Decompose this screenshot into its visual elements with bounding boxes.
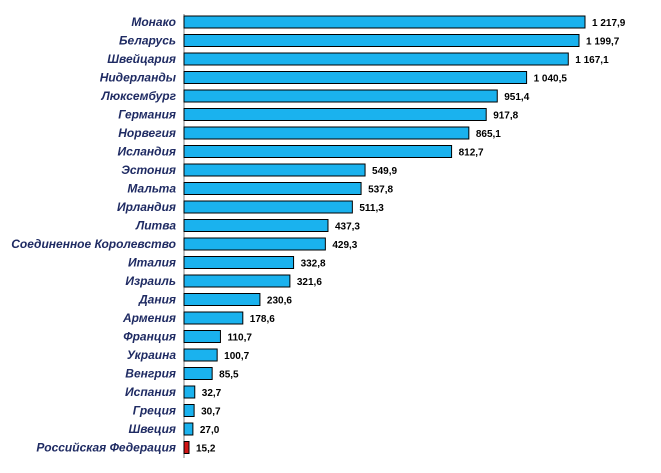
category-label: Исландия [117,145,176,159]
value-label: 178,6 [250,314,275,325]
category-label: Норвегия [118,126,176,140]
bar-литва [183,219,329,232]
category-label: Нидерланды [100,71,177,85]
category-label: Монако [131,15,176,29]
value-label: 1 199,7 [586,37,620,48]
value-label: 332,8 [301,259,326,270]
bar-эстония [183,163,366,177]
value-label: 429,3 [332,240,357,251]
bar-швейцария [183,52,569,66]
value-label: 100,7 [224,351,249,362]
value-labels: 1 217,9 1 199,7 1 167,1 1 040,5 951,4 917,8 86… [196,18,626,455]
category-label: Швейцария [107,52,176,66]
value-label: 1 167,1 [575,55,609,66]
bar-дания [183,293,261,306]
bar-венгрия [183,367,213,380]
bar-германия [183,108,487,121]
category-label: Греция [133,404,176,418]
value-label: 230,6 [267,296,292,307]
category-label: Венгрия [125,367,176,381]
bar-российская-федерация [183,441,190,454]
category-label: Италия [128,256,176,270]
bar-испания [183,385,196,399]
category-label: Российская Федерация [36,441,176,455]
value-label: 951,4 [504,92,529,103]
bar-италия [183,256,295,269]
bar-люксембург [183,89,498,103]
value-label: 110,7 [227,333,252,344]
value-label: 511,3 [359,203,384,214]
category-label: Испания [125,385,176,399]
category-labels: Монако Беларусь Швейцария Нидерланды Люксемб… [11,15,177,455]
bar-греция [183,404,195,417]
bar-украина [183,348,218,362]
category-label: Дания [138,293,176,307]
category-label: Германия [118,108,176,122]
bar-швеция [183,422,194,436]
category-label: Израиль [125,274,176,288]
value-label: 1 217,9 [592,18,626,29]
category-label: Беларусь [119,34,176,48]
value-label: 15,2 [196,444,216,455]
bar-исландия [183,145,453,158]
bar-монако [183,15,586,29]
bar-соединенное-королевство [183,237,326,251]
bars-layer [183,15,586,454]
value-label: 32,7 [202,388,222,399]
bar-армения [183,311,244,325]
category-label: Мальта [127,182,176,196]
value-label: 27,0 [200,425,220,436]
category-label: Эстония [121,163,176,177]
bar-ирландия [183,200,353,214]
bar-беларусь [183,34,580,47]
value-label: 321,6 [297,277,322,288]
bar-мальта [183,182,362,195]
bar-израиль [183,274,291,288]
value-label: 537,8 [368,185,393,196]
category-label: Франция [123,330,176,344]
category-label: Литва [135,219,176,233]
value-label: 85,5 [219,370,239,381]
value-label: 437,3 [335,222,360,233]
value-label: 1 040,5 [534,74,568,85]
bar-франция [183,330,221,343]
category-label: Ирландия [117,200,176,214]
category-label: Люксембург [101,89,177,103]
category-label: Соединенное Королевство [11,237,176,251]
category-label: Швеция [128,422,176,436]
category-label: Армения [122,311,176,325]
category-label: Украина [127,348,176,362]
bar-норвегия [183,126,470,140]
value-label: 865,1 [476,129,501,140]
value-label: 917,8 [493,111,518,122]
value-label: 812,7 [459,148,484,159]
value-label: 549,9 [372,166,397,177]
value-label: 30,7 [201,407,221,418]
bar-нидерланды [183,71,528,84]
